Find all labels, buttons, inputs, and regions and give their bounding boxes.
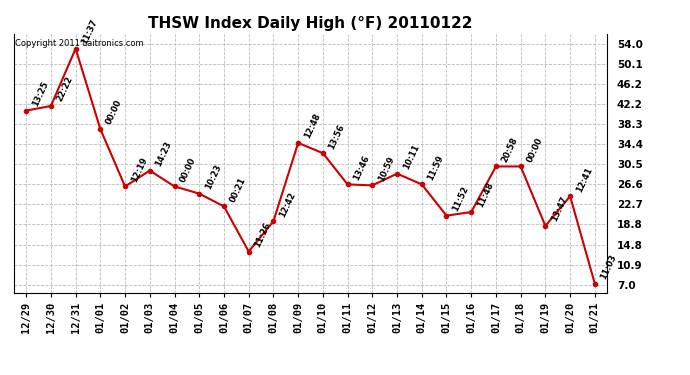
Text: 11:26: 11:26 <box>253 220 273 249</box>
Text: 13:46: 13:46 <box>352 154 371 182</box>
Text: 00:21: 00:21 <box>228 176 248 204</box>
Text: 11:48: 11:48 <box>475 181 495 209</box>
Text: 10:23: 10:23 <box>204 163 223 191</box>
Text: 22:22: 22:22 <box>55 75 75 103</box>
Text: 11:52: 11:52 <box>451 185 470 213</box>
Text: 12:48: 12:48 <box>302 112 322 140</box>
Text: 10:11: 10:11 <box>401 143 421 171</box>
Text: 13:25: 13:25 <box>30 80 50 108</box>
Text: 12:42: 12:42 <box>277 190 297 219</box>
Text: 12:19: 12:19 <box>129 156 148 184</box>
Text: 00:00: 00:00 <box>525 136 544 164</box>
Text: 14:23: 14:23 <box>154 140 173 168</box>
Text: 13:47: 13:47 <box>549 195 569 223</box>
Text: 20:58: 20:58 <box>500 136 520 164</box>
Text: Copyright 2011 Laitronics.com: Copyright 2011 Laitronics.com <box>15 39 144 48</box>
Text: 11:03: 11:03 <box>599 253 618 281</box>
Text: 00:00: 00:00 <box>104 99 124 126</box>
Text: 12:41: 12:41 <box>574 165 594 194</box>
Text: 11:37: 11:37 <box>80 18 99 46</box>
Text: 10:59: 10:59 <box>377 155 396 183</box>
Text: 11:59: 11:59 <box>426 154 445 182</box>
Text: 00:00: 00:00 <box>179 156 198 184</box>
Text: 13:56: 13:56 <box>327 122 346 150</box>
Title: THSW Index Daily High (°F) 20110122: THSW Index Daily High (°F) 20110122 <box>148 16 473 31</box>
